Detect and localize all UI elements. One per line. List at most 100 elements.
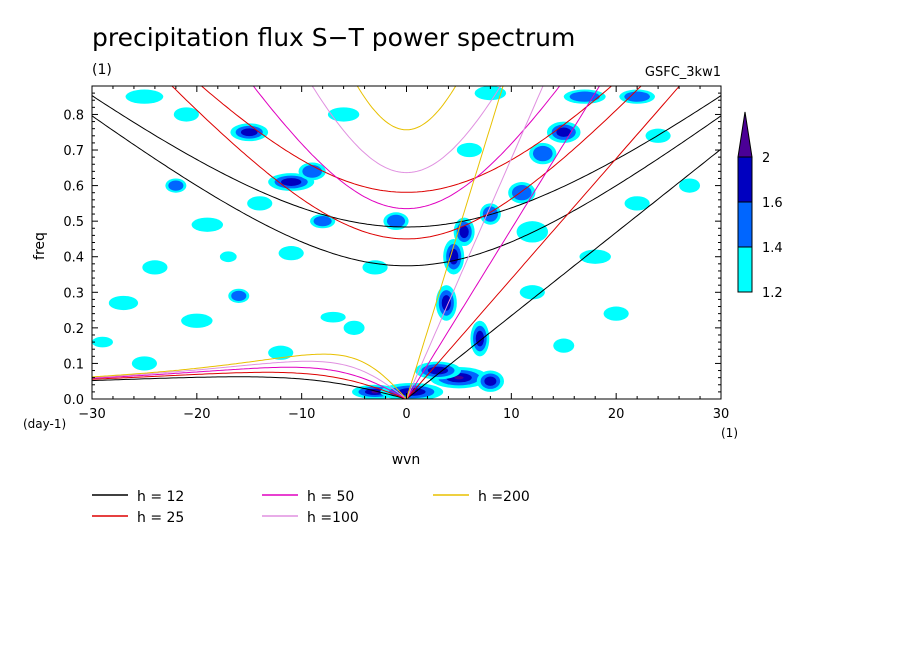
contour-blob <box>219 251 237 263</box>
y-tick-label: 0.8 <box>63 108 84 123</box>
gravity-curve-n1 <box>356 86 457 131</box>
y-unit-label: (day-1) <box>23 417 66 431</box>
gravity-curve-n1 <box>171 86 642 240</box>
y-axis: 0.0 0.1 0.2 0.3 0.4 0.5 0.6 0.7 0.8 <box>63 85 721 408</box>
contour-blob <box>512 185 532 201</box>
contour-blob <box>624 91 650 102</box>
rossby-curve <box>92 376 407 399</box>
contour-blob <box>441 295 451 311</box>
contour-blob <box>181 313 213 328</box>
rossby-curve <box>92 360 407 399</box>
contour-blob <box>231 290 247 301</box>
contour-blob <box>569 91 600 102</box>
kelvin-curve <box>406 86 544 399</box>
x-unit-label: (1) <box>721 426 738 440</box>
contour-blob <box>459 225 469 239</box>
legend-label: h =200 <box>478 489 530 505</box>
contour-blob <box>516 221 549 243</box>
x-tick-label: −20 <box>183 407 210 422</box>
contour-blob <box>131 356 157 371</box>
plot-frame <box>91 85 722 400</box>
x-tick-label: −10 <box>288 407 315 422</box>
y-tick-label: 0.6 <box>63 180 84 195</box>
colorbar-segment <box>737 246 753 293</box>
contour-blob <box>532 145 553 162</box>
kelvin-curve <box>406 148 721 399</box>
gravity-curve-n1 <box>92 115 721 267</box>
contour-blob <box>92 336 113 348</box>
gravity-curve-n2 <box>200 86 613 193</box>
contour-blob <box>313 216 332 227</box>
gravity-curve-n2 <box>92 95 721 228</box>
y-axis-label: freq <box>32 232 48 260</box>
y-tick-label: 0.7 <box>63 144 84 159</box>
kelvin-curve <box>406 86 601 399</box>
chart-subtitle-left: (1) <box>92 62 112 78</box>
colorbar-label: 1.2 <box>762 286 783 301</box>
colorbar-segment <box>737 201 753 248</box>
colorbar-segment <box>737 156 753 203</box>
legend: h = 12 h = 25 h = 50 h =100 h =200 <box>92 489 530 526</box>
contour-blob <box>240 128 258 137</box>
rossby-curve <box>92 371 407 399</box>
kelvin-curve <box>406 86 504 399</box>
x-tick-label: 10 <box>503 407 520 422</box>
contour-blob <box>579 249 611 264</box>
colorbar-label: 1.6 <box>762 196 783 211</box>
contour-blob <box>386 214 406 228</box>
x-tick-label: 30 <box>713 407 730 422</box>
contour-blob <box>108 295 139 311</box>
dispersion-curves <box>92 86 721 399</box>
y-tick-label: 0.4 <box>63 251 84 266</box>
x-axis: −30 −20 −10 0 10 20 30 <box>78 86 729 422</box>
contour-blob <box>456 142 482 158</box>
contour-blob <box>142 260 168 275</box>
contour-blob <box>343 320 365 335</box>
contour-blob <box>168 180 184 191</box>
contour-blob <box>281 178 302 186</box>
colorbar-label: 2 <box>762 151 770 166</box>
contour-blob <box>556 127 572 137</box>
y-tick-label: 0.1 <box>63 357 84 372</box>
contour-blob <box>247 196 273 211</box>
x-axis-label: wvn <box>392 452 421 468</box>
spectrum-contours <box>92 86 701 399</box>
contour-blob <box>454 375 464 380</box>
contour-blob <box>624 196 650 211</box>
contour-blob <box>679 178 701 193</box>
chart-subtitle-right: GSFC_3kw1 <box>645 65 721 80</box>
contour-blob <box>327 107 360 122</box>
legend-label: h = 50 <box>307 489 354 505</box>
colorbar-extend-triangle <box>737 111 753 158</box>
contour-blob <box>320 311 346 323</box>
contour-blob <box>268 345 294 360</box>
chart-title: precipitation flux S−T power spectrum <box>92 23 575 52</box>
contour-blob <box>191 217 224 232</box>
contour-blob <box>173 107 199 122</box>
contour-blob <box>519 285 545 300</box>
colorbar-label: 1.4 <box>762 241 783 256</box>
y-tick-label: 0.0 <box>63 393 84 408</box>
legend-label: h =100 <box>307 510 359 526</box>
kelvin-curve <box>406 86 681 399</box>
contour-blob <box>603 306 629 321</box>
legend-label: h = 12 <box>137 489 184 505</box>
contour-blob <box>553 338 575 353</box>
x-tick-label: −30 <box>78 407 105 422</box>
contour-blob <box>484 376 497 386</box>
gravity-curve-n1 <box>252 86 561 210</box>
y-tick-label: 0.3 <box>63 286 84 301</box>
title-group: precipitation flux S−T power spectrum (1… <box>92 23 721 80</box>
contour-blob <box>278 246 304 261</box>
y-tick-label: 0.5 <box>63 215 84 230</box>
contour-blob <box>125 89 164 104</box>
contour-blob <box>302 164 322 178</box>
x-tick-label: 0 <box>402 407 410 422</box>
gravity-curve-n1 <box>311 86 502 174</box>
y-tick-label: 0.2 <box>63 322 84 337</box>
rossby-curve <box>92 353 407 399</box>
rossby-curve <box>92 366 407 399</box>
legend-label: h = 25 <box>137 510 184 526</box>
colorbar: 1.2 1.4 1.6 2 <box>737 111 783 301</box>
